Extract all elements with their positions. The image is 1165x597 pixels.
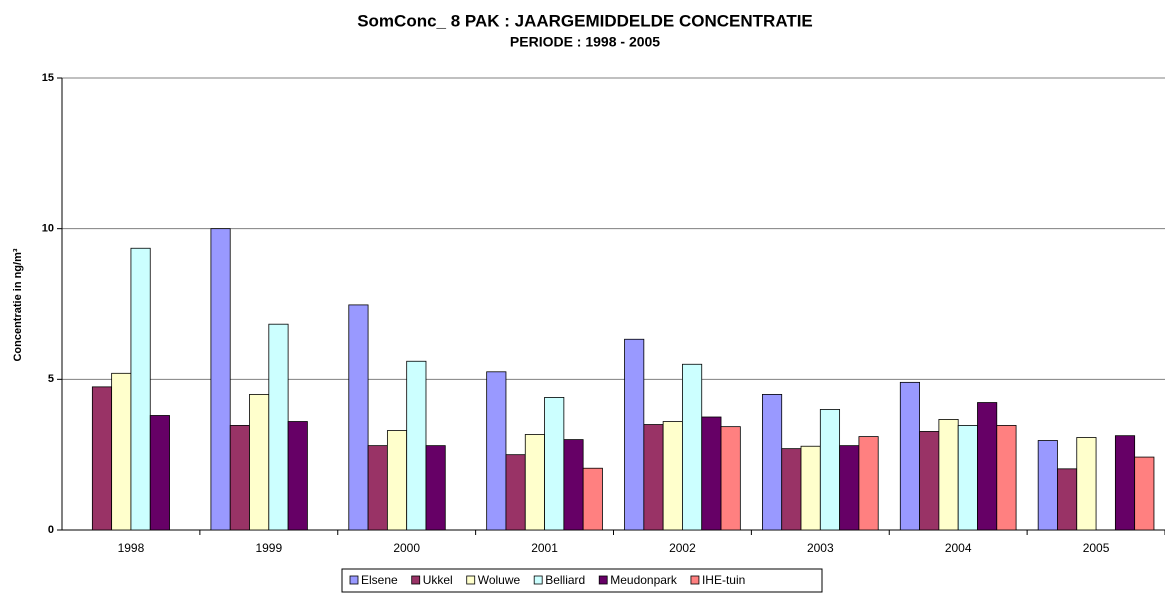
legend-label: Woluwe <box>478 573 521 587</box>
y-axis-label: Concentratie in ng/m³ <box>12 248 24 361</box>
bar <box>624 338 645 531</box>
y-tick-label: 5 <box>48 373 54 385</box>
bar <box>839 445 860 531</box>
bar <box>643 424 664 531</box>
y-tick-label: 10 <box>42 223 54 235</box>
legend-swatch <box>533 575 543 585</box>
bar <box>249 393 270 531</box>
bar <box>111 372 132 531</box>
legend-label: Elsene <box>361 573 398 587</box>
bar <box>582 467 603 531</box>
bar <box>563 439 584 531</box>
legend-swatch <box>349 575 359 585</box>
bar <box>386 430 408 531</box>
bar <box>367 445 388 531</box>
bar <box>938 419 959 531</box>
bar <box>425 445 446 531</box>
bar <box>996 425 1017 531</box>
bar <box>701 416 722 531</box>
bar <box>268 323 289 531</box>
bar <box>287 421 308 531</box>
bar <box>819 409 841 531</box>
x-tick-label: 1998 <box>118 541 145 555</box>
bar <box>800 445 821 531</box>
bar <box>1037 440 1058 531</box>
x-tick-label: 2003 <box>807 541 834 555</box>
x-tick-label: 2005 <box>1083 541 1110 555</box>
x-tick-label: 2001 <box>531 541 558 555</box>
legend-swatch <box>690 575 700 585</box>
bar <box>130 247 151 531</box>
bar <box>762 393 783 531</box>
bar <box>977 402 998 531</box>
legend-box <box>341 568 823 593</box>
bar <box>348 304 369 531</box>
bar <box>1057 468 1078 531</box>
bar <box>544 397 565 531</box>
bar <box>229 425 250 531</box>
bar <box>91 386 113 531</box>
y-tick-label: 15 <box>42 72 54 84</box>
bar <box>919 431 940 531</box>
chart-title: SomConc_ 8 PAK : JAARGEMIDDELDE CONCENTR… <box>357 11 813 30</box>
y-tick-label: 0 <box>48 524 54 536</box>
bar <box>662 421 683 531</box>
legend-label: IHE-tuin <box>702 573 745 587</box>
bar <box>1076 437 1097 531</box>
bar <box>899 381 920 531</box>
x-tick-label: 1999 <box>255 541 282 555</box>
legend-label: Belliard <box>545 573 585 587</box>
bar <box>406 360 427 531</box>
chart-subtitle: PERIODE : 1998 - 2005 <box>510 34 660 50</box>
legend-swatch <box>598 575 608 585</box>
x-tick-label: 2004 <box>945 541 972 555</box>
bar <box>505 454 526 531</box>
legend-swatch <box>411 575 421 585</box>
bar <box>486 371 507 531</box>
legend-label: Ukkel <box>423 573 453 587</box>
bar <box>1134 456 1155 531</box>
legend-swatch <box>466 575 476 585</box>
bar <box>524 434 545 531</box>
x-tick-label: 2000 <box>393 541 420 555</box>
bar <box>149 415 170 531</box>
x-tick-label: 2002 <box>669 541 696 555</box>
legend-label: Meudonpark <box>610 573 678 587</box>
bar <box>1114 435 1136 531</box>
bar <box>781 448 802 531</box>
bar <box>957 425 978 531</box>
bar <box>210 228 231 531</box>
bar <box>720 426 741 531</box>
bar <box>858 436 879 531</box>
bar <box>682 363 703 531</box>
